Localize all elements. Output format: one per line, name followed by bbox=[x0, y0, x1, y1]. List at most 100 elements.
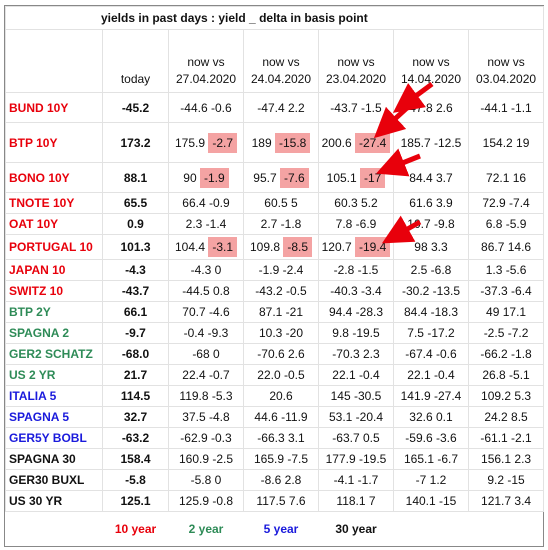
delta: -1.5 bbox=[357, 263, 379, 277]
cell: -2.8 -1.5 bbox=[318, 259, 394, 281]
yield: -5.8 bbox=[190, 473, 212, 487]
delta: 2.2 bbox=[288, 100, 305, 115]
delta: -0.4 bbox=[359, 368, 380, 382]
cell: 61.6 3.9 bbox=[393, 192, 469, 214]
cell: -70.3 2.3 bbox=[318, 343, 394, 365]
delta: 2.6 bbox=[288, 347, 305, 361]
legend-row: 10 year 2 year 5 year 30 year bbox=[6, 512, 544, 547]
data-row: ITALIA 5 114.5 119.8 -5.3 20.6 145 -30.5 141.… bbox=[5, 385, 545, 407]
data-row: GER30 BUXL -5.8 -5.8 0 -8.6 2.8 -4.1 -1.7 -7 … bbox=[5, 469, 545, 491]
cell: 120.7 -19.4 bbox=[318, 234, 394, 260]
legend-spacer bbox=[6, 512, 103, 547]
cell: 189 -15.8 bbox=[243, 122, 319, 163]
cell: 32.6 0.1 bbox=[393, 406, 469, 428]
cell: 22.1 -0.4 bbox=[318, 364, 394, 386]
cell: 109.2 5.3 bbox=[467, 385, 545, 407]
yield: 200.6 bbox=[321, 135, 352, 150]
cell: -4.3 0 bbox=[168, 259, 244, 281]
today-value: -9.7 bbox=[102, 322, 169, 344]
cell: 119.8 -5.3 bbox=[168, 385, 244, 407]
legend-entry: 5 year bbox=[263, 522, 299, 536]
delta: 0 bbox=[214, 473, 222, 487]
yield: 2.3 bbox=[185, 217, 203, 231]
data-row: JAPAN 10 -4.3 -4.3 0 -1.9 -2.4 -2.8 -1.5 2.5 … bbox=[5, 259, 545, 281]
today-value: -68.0 bbox=[102, 343, 169, 365]
today-value: 32.7 bbox=[102, 406, 169, 428]
yield: -43.2 bbox=[255, 284, 283, 298]
data-row: SPAGNA 5 32.7 37.5 -4.8 44.6 -11.9 53.1 -20.… bbox=[5, 406, 545, 428]
cell: 104.4 -3.1 bbox=[168, 234, 244, 260]
yield: 105.1 bbox=[326, 170, 357, 185]
header-top: now vs bbox=[412, 55, 450, 69]
delta: -6.8 bbox=[430, 263, 452, 277]
cell: -61.1 -2.1 bbox=[467, 427, 545, 449]
delta: -17 bbox=[360, 167, 386, 188]
legend-entry: 10 year bbox=[114, 522, 157, 536]
yield: 72.1 bbox=[486, 170, 510, 185]
cell: 1.3 -5.6 bbox=[467, 259, 545, 281]
delta: -0.6 bbox=[211, 100, 232, 115]
data-row: OAT 10Y 0.9 2.3 -1.4 2.7 -1.8 7.8 -6.9 10.7 -… bbox=[5, 213, 545, 235]
cell: 9.8 -19.5 bbox=[318, 322, 394, 344]
yield: 1.3 bbox=[485, 263, 503, 277]
today-value: -45.2 bbox=[102, 92, 169, 123]
yield: -8.6 bbox=[260, 473, 282, 487]
cell: 87.1 -21 bbox=[243, 301, 319, 323]
yield: 121.7 bbox=[481, 494, 512, 508]
cell: 60.5 5 bbox=[243, 192, 319, 214]
delta: 14.6 bbox=[507, 240, 532, 254]
data-row: BUND 10Y -45.2 -44.6 -0.6 -47.4 2.2 -43.7 -1… bbox=[5, 92, 545, 123]
delta: -28.3 bbox=[355, 305, 384, 319]
cell: 165.1 -6.7 bbox=[393, 448, 469, 470]
row-name: BTP 2Y bbox=[5, 301, 103, 323]
delta: 3.1 bbox=[288, 431, 305, 445]
yield: -2.5 bbox=[483, 326, 505, 340]
yield: 53.1 bbox=[328, 410, 353, 424]
cell: -66.3 3.1 bbox=[243, 427, 319, 449]
cell: 26.8 -5.1 bbox=[467, 364, 545, 386]
delta: 5.2 bbox=[361, 196, 378, 210]
yield: 37.5 bbox=[182, 410, 206, 424]
yield: -62.9 bbox=[180, 431, 208, 445]
yield: 109.8 bbox=[249, 240, 280, 254]
delta: -1.8 bbox=[511, 347, 532, 361]
delta: -8.5 bbox=[283, 237, 313, 257]
delta: -1.8 bbox=[280, 217, 302, 231]
yield: -0.4 bbox=[183, 326, 205, 340]
yield: 10.7 bbox=[407, 217, 431, 231]
delta: -30.5 bbox=[354, 389, 382, 403]
cell: -1.9 -2.4 bbox=[243, 259, 319, 281]
today-value: -63.2 bbox=[102, 427, 169, 449]
yield: 60.3 bbox=[334, 196, 358, 210]
yield: -43.7 bbox=[330, 100, 358, 115]
column-header: now vs 23.04.2020 bbox=[318, 29, 394, 93]
cell: 24.2 8.5 bbox=[467, 406, 545, 428]
cell: 66.4 -0.9 bbox=[168, 192, 244, 214]
delta: -1.4 bbox=[205, 217, 227, 231]
cell: -40.3 -3.4 bbox=[318, 280, 394, 302]
cell: 105.1 -17 bbox=[318, 162, 394, 193]
yield: -68 bbox=[192, 347, 210, 361]
column-header: today bbox=[102, 29, 169, 93]
today-value: 125.1 bbox=[102, 490, 169, 512]
cell: 10.7 -9.8 bbox=[393, 213, 469, 235]
yield: 145 bbox=[330, 389, 351, 403]
sheet: yields in past days : yield _ delta in b… bbox=[4, 5, 545, 547]
delta: 1.2 bbox=[429, 473, 447, 487]
cell: 22.1 -0.4 bbox=[393, 364, 469, 386]
delta: -20.4 bbox=[355, 410, 384, 424]
delta: -15 bbox=[507, 473, 525, 487]
cell: 156.1 2.3 bbox=[467, 448, 545, 470]
cell: -67.4 -0.6 bbox=[393, 343, 469, 365]
yield: 104.4 bbox=[174, 240, 205, 254]
cell: 2.5 -6.8 bbox=[393, 259, 469, 281]
cell: -5.8 0 bbox=[168, 469, 244, 491]
yield: 177.9 bbox=[325, 452, 356, 466]
cell: 22.0 -0.5 bbox=[243, 364, 319, 386]
delta: -2.4 bbox=[282, 263, 304, 277]
yield: 26.8 bbox=[482, 368, 506, 382]
today-value: 21.7 bbox=[102, 364, 169, 386]
delta: -3.4 bbox=[361, 284, 382, 298]
cell: 53.1 -20.4 bbox=[318, 406, 394, 428]
today-value: 158.4 bbox=[102, 448, 169, 470]
